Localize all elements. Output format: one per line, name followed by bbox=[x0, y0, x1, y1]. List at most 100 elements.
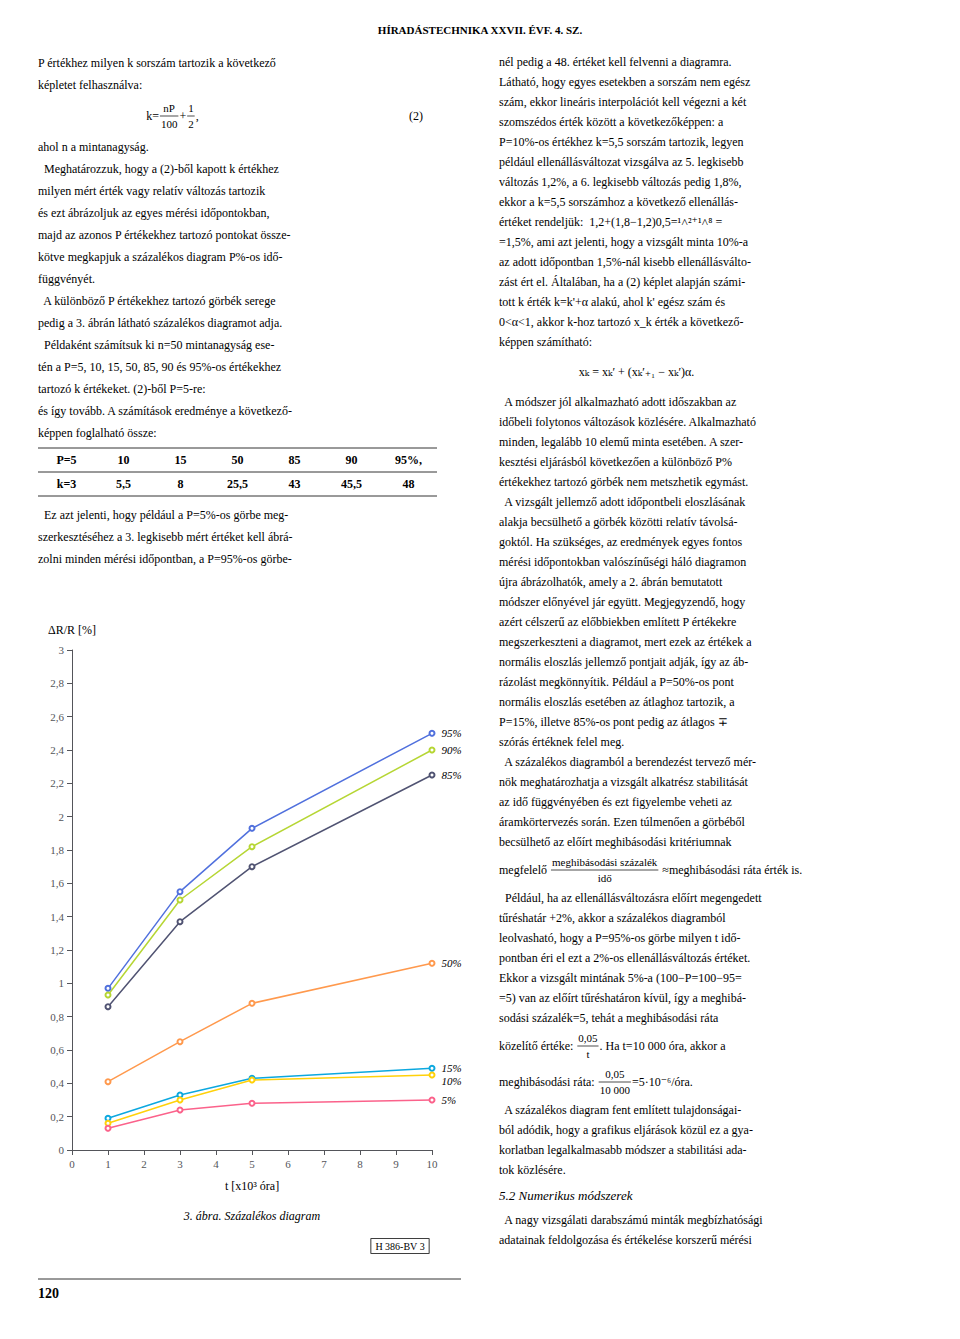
svg-text:t: t bbox=[586, 1048, 589, 1060]
svg-text:zolni minden mérési időpontban: zolni minden mérési időpontban, a P=95%-… bbox=[38, 552, 292, 566]
svg-text:Például, ha az ellenállásválto: Például, ha az ellenállásváltozásra előí… bbox=[499, 891, 762, 905]
svg-text:képpen foglalható össze:: képpen foglalható össze: bbox=[38, 426, 157, 440]
svg-text:alakja becsülhető a görbék köz: alakja becsülhető a görbék közötti relat… bbox=[499, 515, 738, 529]
svg-text:. Ha t=10 000 óra, akkor a: . Ha t=10 000 óra, akkor a bbox=[600, 1039, 727, 1053]
svg-text:15%: 15% bbox=[442, 1062, 462, 1074]
svg-text:tén a P=5, 10, 15, 50, 85, 90: tén a P=5, 10, 15, 50, 85, 90 és 95%-os … bbox=[38, 360, 281, 374]
svg-text:tartozó k értékeket. (2)-ből P: tartozó k értékeket. (2)-ből P=5-re: bbox=[38, 382, 206, 396]
svg-text:képletet felhasználva:: képletet felhasználva: bbox=[38, 78, 142, 92]
svg-text:és így tovább. A számítások er: és így tovább. A számítások eredménye a … bbox=[38, 404, 292, 418]
svg-text:Ekkor a vizsgált mintának 5%-a: Ekkor a vizsgált mintának 5%-a (100−P=10… bbox=[499, 971, 742, 985]
svg-text:értéket rendeljük: 1,2+(1,8−1: értéket rendeljük: 1,2+(1,8−1,2)0,5=¹˄²⁺… bbox=[499, 215, 722, 229]
svg-text:meghibásodási ráta:: meghibásodási ráta: bbox=[499, 1075, 598, 1089]
svg-text:leolvasható, hogy a P=95%-os g: leolvasható, hogy a P=95%-os görbe milye… bbox=[499, 931, 740, 945]
svg-text:korlatban legalkalmasabb módsz: korlatban legalkalmasabb módszer a stabi… bbox=[499, 1143, 747, 1157]
svg-text:tűréshatár +2%, akkor a százal: tűréshatár +2%, akkor a százalékos diagr… bbox=[499, 911, 726, 925]
svg-text:0<α<1, akkor k-hoz tartozó x_k: 0<α<1, akkor k-hoz tartozó x_k érték a k… bbox=[499, 315, 743, 329]
svg-text:0: 0 bbox=[59, 1144, 65, 1156]
svg-text:0,4: 0,4 bbox=[50, 1077, 64, 1089]
svg-text:2,4: 2,4 bbox=[50, 744, 64, 756]
svg-text:H 386-BV 3: H 386-BV 3 bbox=[375, 1241, 424, 1252]
svg-text:90%: 90% bbox=[442, 744, 462, 756]
svg-text:P=15%, illetve 85%-os pont ped: P=15%, illetve 85%-os pont pedig az átla… bbox=[499, 715, 728, 729]
svg-text:43: 43 bbox=[289, 477, 301, 491]
svg-text:az adott időpontban 1,5%-nál k: az adott időpontban 1,5%-nál kisebb elle… bbox=[499, 255, 751, 269]
svg-text:1,2: 1,2 bbox=[50, 944, 64, 956]
svg-text:goktól. Ha szükséges, az eredm: goktól. Ha szükséges, az eredmények egye… bbox=[499, 535, 743, 549]
svg-text:1: 1 bbox=[59, 977, 65, 989]
svg-text:8: 8 bbox=[357, 1158, 363, 1170]
svg-text:pedig a 3. ábrán látható száza: pedig a 3. ábrán látható százalékos diag… bbox=[38, 316, 282, 330]
svg-text:ból adódik, hogy a grafikus el: ból adódik, hogy a grafikus eljárások kö… bbox=[499, 1123, 753, 1137]
svg-text:+: + bbox=[179, 109, 186, 123]
svg-text:0,2: 0,2 bbox=[50, 1111, 64, 1123]
svg-text:4: 4 bbox=[213, 1158, 219, 1170]
svg-text:0,05: 0,05 bbox=[605, 1068, 625, 1080]
svg-text:megszerkeszteni a diagramot, m: megszerkeszteni a diagramot, mert ezek a… bbox=[499, 635, 752, 649]
svg-text:minden, legalább 10 elemű mint: minden, legalább 10 elemű minta esetében… bbox=[499, 435, 743, 449]
svg-text:xₖ = xₖ′ + (xₖ′₊₁ − xₖ′)α.: xₖ = xₖ′ + (xₖ′₊₁ − xₖ′)α. bbox=[579, 365, 694, 379]
svg-text:megfelelő: megfelelő bbox=[499, 863, 550, 877]
svg-text:normális eloszlás esetében az: normális eloszlás esetében az átlaghoz t… bbox=[499, 695, 735, 709]
svg-text:A vizsgált jellemző adott időp: A vizsgált jellemző adott időpontbeli el… bbox=[499, 495, 745, 509]
svg-text:k=: k= bbox=[146, 109, 159, 123]
svg-text:85%: 85% bbox=[442, 769, 462, 781]
svg-text:15: 15 bbox=[175, 453, 187, 467]
svg-text:9: 9 bbox=[393, 1158, 399, 1170]
svg-text:95%,: 95%, bbox=[395, 453, 422, 467]
svg-text:szomszédos érték között a köve: szomszédos érték között a következőképpe… bbox=[499, 115, 724, 129]
svg-text:120: 120 bbox=[38, 1286, 59, 1301]
svg-text:=5) van az előírt tűréshatáron: =5) van az előírt tűréshatáron kívül, íg… bbox=[499, 991, 746, 1005]
svg-text:normális eloszlás jellemző pon: normális eloszlás jellemző pontjait adjá… bbox=[499, 655, 748, 669]
svg-text:mérési időpontokban valószínűs: mérési időpontokban valószínűségi háló d… bbox=[499, 555, 746, 569]
svg-text:t [x10³ óra]: t [x10³ óra] bbox=[225, 1179, 279, 1193]
svg-text:10 000: 10 000 bbox=[600, 1084, 631, 1096]
svg-text:Ez azt jelenti, hogy például a: Ez azt jelenti, hogy például a P=5%-os g… bbox=[38, 508, 288, 522]
svg-text:25,5: 25,5 bbox=[227, 477, 248, 491]
svg-text:majd az azonos P értékekhez ta: majd az azonos P értékekhez tartozó pont… bbox=[38, 228, 290, 242]
svg-text:áramkörtervezés során. Ezen tú: áramkörtervezés során. Ezen túlmenően a … bbox=[499, 815, 746, 829]
svg-text:változás 1,2%, a 6. legkisebb: változás 1,2%, a 6. legkisebb változás p… bbox=[499, 175, 742, 189]
svg-text:5%: 5% bbox=[442, 1094, 457, 1106]
svg-text:közelítő értéke:: közelítő értéke: bbox=[499, 1039, 576, 1053]
svg-text:3. ábra. Százalékos diagram: 3. ábra. Százalékos diagram bbox=[183, 1209, 321, 1223]
svg-text:A különböző P értékekhez tarto: A különböző P értékekhez tartozó görbék … bbox=[38, 294, 275, 308]
svg-text:rázolást megkönnyítik. Például: rázolást megkönnyítik. Például a P=50%-o… bbox=[499, 675, 734, 689]
svg-text:0,6: 0,6 bbox=[50, 1044, 64, 1056]
svg-text:45,5: 45,5 bbox=[341, 477, 362, 491]
svg-text:tok közlésére.: tok közlésére. bbox=[499, 1163, 566, 1177]
svg-text:P=5: P=5 bbox=[56, 453, 76, 467]
svg-text:ΔR/R [%]: ΔR/R [%] bbox=[48, 623, 96, 637]
svg-text:1: 1 bbox=[188, 102, 194, 114]
svg-text:szórás értéknek felel meg.: szórás értéknek felel meg. bbox=[499, 735, 624, 749]
svg-text:k=3: k=3 bbox=[57, 477, 77, 491]
svg-text:100: 100 bbox=[161, 118, 178, 130]
svg-text:A százalékos diagram fent emlí: A százalékos diagram fent említett tulaj… bbox=[499, 1103, 741, 1117]
svg-text:Látható, hogy egyes esetekben: Látható, hogy egyes esetekben a sorszám … bbox=[499, 75, 750, 89]
svg-text:újra ábrázolhatók, amely a 2.: újra ábrázolhatók, amely a 2. ábrán bemu… bbox=[499, 575, 723, 589]
svg-text:HÍRADÁSTECHNIKA XXVII. ÉVF. 4.: HÍRADÁSTECHNIKA XXVII. ÉVF. 4. SZ. bbox=[378, 24, 583, 36]
svg-text:nP: nP bbox=[163, 102, 175, 114]
svg-text:2,8: 2,8 bbox=[50, 677, 64, 689]
svg-text:10: 10 bbox=[118, 453, 130, 467]
svg-text:90: 90 bbox=[346, 453, 358, 467]
svg-text:≈meghibásodási ráta érték is.: ≈meghibásodási ráta érték is. bbox=[659, 863, 802, 877]
svg-text:módszer előnyével jár együtt.: módszer előnyével jár együtt. Megjegyzen… bbox=[499, 595, 745, 609]
svg-text:nél pedig a 48. értéket kell f: nél pedig a 48. értéket kell felvenni a … bbox=[499, 55, 732, 69]
svg-text:ahol n a mintanagyság.: ahol n a mintanagyság. bbox=[38, 140, 149, 154]
svg-text:5: 5 bbox=[249, 1158, 255, 1170]
svg-text:5.2 Numerikus módszerek: 5.2 Numerikus módszerek bbox=[499, 1188, 633, 1203]
svg-text:(2): (2) bbox=[409, 109, 423, 123]
svg-text:meghibásodási százalék: meghibásodási százalék bbox=[552, 856, 658, 868]
svg-text:2: 2 bbox=[188, 118, 194, 130]
svg-text:tott k érték k=k'+α alakú, aho: tott k érték k=k'+α alakú, ahol k' egész… bbox=[499, 295, 725, 309]
svg-text:A módszer jól alkalmazható ado: A módszer jól alkalmazható adott időszak… bbox=[499, 395, 736, 409]
svg-text:7: 7 bbox=[321, 1158, 327, 1170]
svg-text:A százalékos diagramból a bere: A százalékos diagramból a berendezést te… bbox=[499, 755, 756, 769]
svg-text:például ellenállásváltozat viz: például ellenállásváltozat vizsgálva az … bbox=[499, 155, 744, 169]
svg-text:10: 10 bbox=[427, 1158, 439, 1170]
svg-text:ekkor a k=5,5 sorszámhoz a köv: ekkor a k=5,5 sorszámhoz a következő ell… bbox=[499, 195, 738, 209]
svg-text:időbeli folytonos változások k: időbeli folytonos változások közlésére. … bbox=[499, 415, 756, 429]
svg-text:=1,5%, ami azt jelenti, hogy a: =1,5%, ami azt jelenti, hogy a vizsgált … bbox=[499, 235, 749, 249]
svg-text:2: 2 bbox=[141, 1158, 147, 1170]
